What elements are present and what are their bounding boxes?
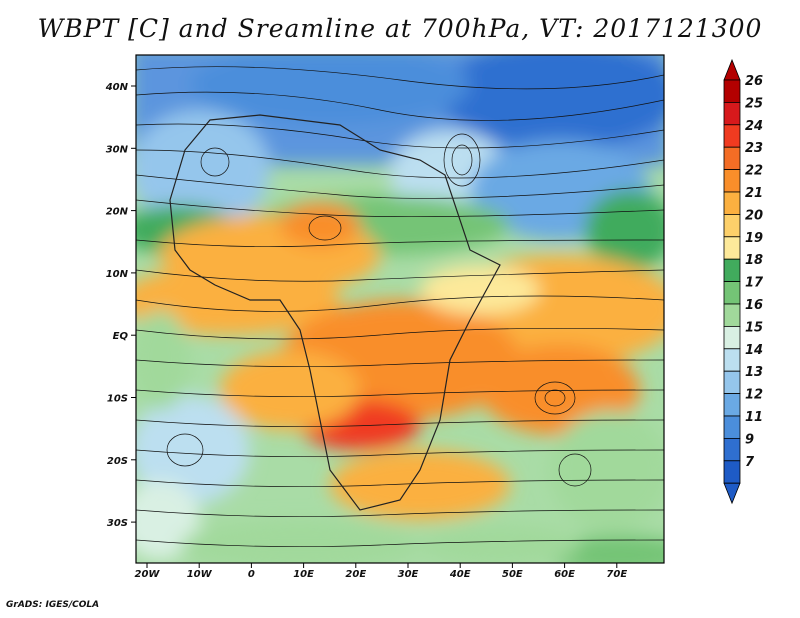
map-title: WBPT [C] and Sreamline at 700hPa, VT: 20… <box>37 14 763 43</box>
lat-label: 30N <box>106 144 129 155</box>
colorbar-swatch <box>723 169 741 193</box>
colorbar-label: 13 <box>745 365 763 380</box>
lon-label: 10E <box>293 569 314 580</box>
lon-label: 20E <box>345 569 366 580</box>
colorbar-label: 24 <box>745 119 763 134</box>
colorbar-label: 15 <box>745 320 763 335</box>
lat-label: 20N <box>106 207 129 218</box>
colorbar-label: 7 <box>745 455 755 470</box>
colorbar-swatch <box>723 460 741 484</box>
colorbar-swatch <box>723 281 741 305</box>
lon-label: 10W <box>187 569 213 580</box>
colorbar-bottom-arrow <box>723 482 741 505</box>
lon-label: 40E <box>449 569 471 580</box>
lat-label: EQ <box>113 331 129 342</box>
colorbar-swatch <box>723 102 741 126</box>
colorbar-label: 23 <box>745 141 763 156</box>
colorbar-label: 9 <box>745 432 754 447</box>
colorbar: 26 25 24 23 22 21 20 19 18 17 16 15 14 13 12 11 9 7 <box>723 58 764 505</box>
streamlines <box>136 66 664 548</box>
colorbar-label: 26 <box>745 74 763 89</box>
lon-label: 0 <box>248 569 255 580</box>
lon-label: 20W <box>135 569 161 580</box>
colorbar-label: 22 <box>745 164 763 179</box>
plot-frame <box>135 54 665 564</box>
colorbar-swatch <box>723 370 741 395</box>
colorbar-swatch <box>723 437 741 462</box>
colorbar-top-arrow <box>723 58 741 81</box>
colorbar-swatch <box>723 325 741 350</box>
colorbar-swatch <box>723 258 741 283</box>
colorbar-swatch <box>723 393 741 417</box>
colorbar-label: 19 <box>745 231 763 246</box>
colorbar-label: 25 <box>745 96 763 111</box>
colorbar-swatch <box>723 348 741 372</box>
lat-label: 20S <box>107 456 128 467</box>
coastline-africa <box>169 114 501 511</box>
colorbar-label: 11 <box>745 410 763 425</box>
colorbar-swatch <box>723 303 741 327</box>
lon-label: 30E <box>398 569 419 580</box>
colorbar-label: 16 <box>745 298 763 313</box>
lon-label: 50E <box>502 569 523 580</box>
colorbar-label: 21 <box>745 186 763 201</box>
lon-label: 60E <box>554 569 575 580</box>
colorbar-swatch <box>723 236 741 260</box>
colorbar-label: 17 <box>745 276 764 291</box>
axis-ticks: 20W 10W 0 10E 20E 30E 40E 50E 60E 70E 40N 30N 20N 10N… <box>105 82 628 580</box>
colorbar-label: 18 <box>745 253 763 268</box>
lat-label: 30S <box>107 518 128 529</box>
colorbar-swatch <box>723 146 741 170</box>
grads-credit: GrADS: IGES/COLA <box>6 600 100 610</box>
colorbar-swatch <box>723 191 741 215</box>
wbpt-shading <box>136 55 664 563</box>
colorbar-swatch <box>723 79 741 103</box>
colorbar-swatch <box>723 213 741 238</box>
colorbar-label: 20 <box>745 208 763 223</box>
colorbar-label: 12 <box>745 388 763 403</box>
lat-label: 10N <box>106 269 129 280</box>
lat-label: 40N <box>105 82 129 93</box>
colorbar-label: 14 <box>745 343 763 358</box>
colorbar-swatch <box>723 415 741 439</box>
lat-label: 10S <box>107 394 128 405</box>
colorbar-swatch <box>723 124 741 148</box>
lon-label: 70E <box>606 569 627 580</box>
